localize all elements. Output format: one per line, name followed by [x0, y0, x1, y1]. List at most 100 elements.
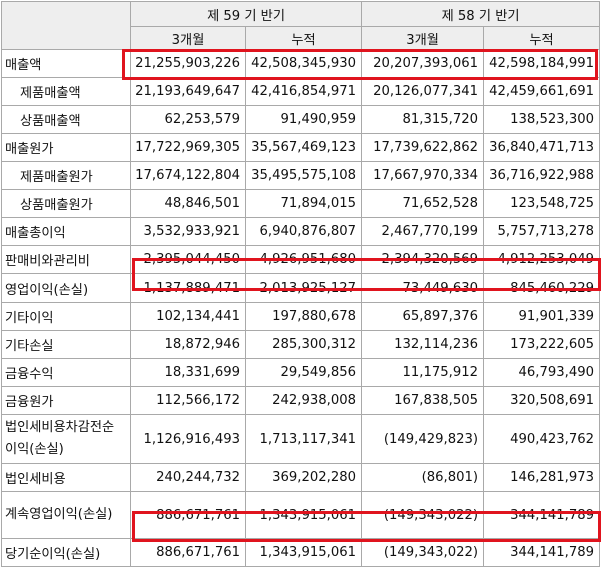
row-label: 제품매출액	[1, 77, 131, 106]
value-cell: 167,838,505	[361, 386, 485, 415]
value-cell: 886,671,761	[130, 491, 246, 539]
table-row: 계속영업이익(손실) 886,671,761 1,343,915,061 (149,3…	[1, 491, 601, 539]
value-cell: 21,255,903,226	[130, 49, 246, 78]
value-cell: 20,126,077,341	[361, 77, 485, 106]
header-prior-cumulative: 누적	[483, 26, 601, 50]
table-row: 금융원가 112,566,172 242,938,008 167,838,505 320…	[1, 386, 601, 415]
value-cell: 3,532,933,921	[130, 217, 246, 246]
table-row: 매출원가 17,722,969,305 35,567,469,123 17,739,6…	[1, 133, 601, 162]
value-cell: 5,757,713,278	[483, 217, 601, 246]
value-cell: 112,566,172	[130, 386, 246, 415]
value-cell: 17,739,622,862	[361, 133, 485, 162]
value-cell: 46,793,490	[483, 358, 601, 387]
value-cell: 146,281,973	[483, 463, 601, 492]
value-cell: 62,253,579	[130, 105, 246, 134]
value-cell: 42,598,184,991	[483, 49, 601, 78]
row-label: 계속영업이익(손실)	[1, 491, 131, 539]
value-cell: 1,126,916,493	[130, 414, 246, 464]
value-cell: 42,416,854,971	[244, 77, 363, 106]
value-cell: 4,912,253,049	[483, 245, 601, 274]
value-cell: 886,671,761	[130, 538, 246, 567]
value-cell: 1,713,117,341	[244, 414, 363, 464]
value-cell: 2,394,320,569	[361, 245, 485, 274]
value-cell: 490,423,762	[483, 414, 601, 464]
value-cell: 2,013,925,127	[244, 273, 363, 303]
value-cell: (149,343,022)	[361, 491, 485, 539]
value-cell: 73,449,630	[361, 273, 485, 303]
header-prior-3month: 3개월	[361, 26, 485, 50]
value-cell: 36,840,471,713	[483, 133, 601, 162]
row-label: 금융원가	[1, 386, 131, 415]
value-cell: 1,137,889,471	[130, 273, 246, 303]
value-cell: 1,343,915,061	[244, 538, 363, 567]
row-label: 기타손실	[1, 330, 131, 359]
row-label: 제품매출원가	[1, 161, 131, 190]
value-cell: 123,548,725	[483, 189, 601, 218]
value-cell: 21,193,649,647	[130, 77, 246, 106]
value-cell: (149,343,022)	[361, 538, 485, 567]
table-row: 기타손실 18,872,946 285,300,312 132,114,236 173,…	[1, 330, 601, 359]
header-current-cumulative: 누적	[244, 26, 363, 50]
value-cell: 2,395,044,450	[130, 245, 246, 274]
table-row: 당기순이익(손실) 886,671,761 1,343,915,061 (149,34…	[1, 538, 601, 567]
value-cell: 17,667,970,334	[361, 161, 485, 190]
table-row: 상품매출원가 48,846,501 71,894,015 71,652,528 123,…	[1, 189, 601, 218]
table-row: 상품매출액 62,253,579 91,490,959 81,315,720 138,5…	[1, 105, 601, 134]
row-label: 매출총이익	[1, 217, 131, 246]
value-cell: 2,467,770,199	[361, 217, 485, 246]
value-cell: 102,134,441	[130, 302, 246, 331]
value-cell: 29,549,856	[244, 358, 363, 387]
value-cell: 81,315,720	[361, 105, 485, 134]
value-cell: 369,202,280	[244, 463, 363, 492]
table-row: 기타이익 102,134,441 197,880,678 65,897,376 91,9…	[1, 302, 601, 331]
value-cell: 197,880,678	[244, 302, 363, 331]
value-cell: 42,508,345,930	[244, 49, 363, 78]
value-cell: 138,523,300	[483, 105, 601, 134]
row-label: 매출액	[1, 49, 131, 78]
row-label: 법인세비용차감전순이익(손실)	[1, 414, 131, 464]
value-cell: 845,460,229	[483, 273, 601, 303]
value-cell: 48,846,501	[130, 189, 246, 218]
value-cell: 42,459,661,691	[483, 77, 601, 106]
row-label: 판매비와관리비	[1, 245, 131, 274]
value-cell: 20,207,393,061	[361, 49, 485, 78]
table-row: 제품매출원가 17,674,122,804 35,495,575,108 17,667…	[1, 161, 601, 190]
table-body: 매출액 21,255,903,226 42,508,345,930 20,207,39…	[1, 49, 601, 567]
value-cell: 17,722,969,305	[130, 133, 246, 162]
value-cell: 132,114,236	[361, 330, 485, 359]
table-row: 매출총이익 3,532,933,921 6,940,876,807 2,467,770…	[1, 217, 601, 246]
value-cell: 240,244,732	[130, 463, 246, 492]
table-row: 영업이익(손실) 1,137,889,471 2,013,925,127 73,449…	[1, 273, 601, 303]
table-row: 법인세비용차감전순이익(손실) 1,126,916,493 1,713,117,34…	[1, 414, 601, 464]
header-period-current: 제 59 기 반기	[129, 1, 363, 27]
row-label: 법인세비용	[1, 463, 131, 492]
row-label: 매출원가	[1, 133, 131, 162]
table-row: 판매비와관리비 2,395,044,450 4,926,951,680 2,394,3…	[1, 245, 601, 274]
value-cell: 320,508,691	[483, 386, 601, 415]
header-period-prior: 제 58 기 반기	[361, 1, 601, 27]
value-cell: 36,716,922,988	[483, 161, 601, 190]
value-cell: 18,331,699	[130, 358, 246, 387]
table-row: 금융수익 18,331,699 29,549,856 11,175,912 46,793…	[1, 358, 601, 387]
row-label: 금융수익	[1, 358, 131, 387]
header-corner-cell	[1, 1, 131, 50]
value-cell: 65,897,376	[361, 302, 485, 331]
row-label: 상품매출액	[1, 105, 131, 134]
value-cell: 11,175,912	[361, 358, 485, 387]
value-cell: (86,801)	[361, 463, 485, 492]
header-current-3month: 3개월	[130, 26, 246, 50]
row-label: 영업이익(손실)	[1, 273, 131, 303]
value-cell: 71,894,015	[244, 189, 363, 218]
value-cell: 6,940,876,807	[244, 217, 363, 246]
row-label: 당기순이익(손실)	[1, 538, 131, 567]
value-cell: (149,429,823)	[361, 414, 485, 464]
value-cell: 35,495,575,108	[244, 161, 363, 190]
value-cell: 285,300,312	[244, 330, 363, 359]
value-cell: 1,343,915,061	[244, 491, 363, 539]
value-cell: 344,141,789	[483, 491, 601, 539]
value-cell: 91,901,339	[483, 302, 601, 331]
value-cell: 242,938,008	[244, 386, 363, 415]
value-cell: 18,872,946	[130, 330, 246, 359]
